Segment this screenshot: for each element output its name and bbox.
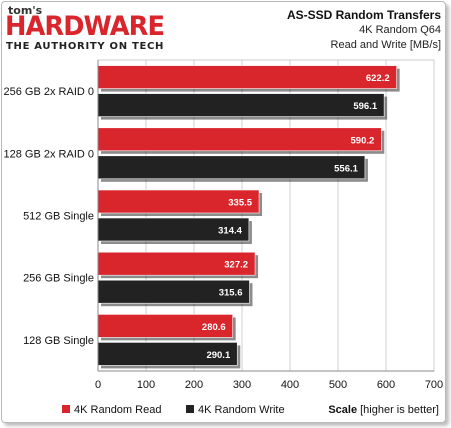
x-tick-label: 600: [377, 379, 395, 391]
bar-read: [97, 65, 397, 89]
legend-swatch-write: [186, 405, 194, 413]
brand-logo: HARDWARE: [5, 11, 165, 42]
data-label: 327.2: [224, 260, 248, 271]
category-label: 128 GB Single: [23, 335, 94, 347]
scale-note: Scale [higher is better]: [328, 404, 439, 416]
legend-label-read: 4K Random Read: [74, 404, 162, 416]
x-tick-label: 300: [233, 379, 251, 391]
data-label: 290.1: [206, 350, 230, 361]
x-tick-label: 200: [185, 379, 203, 391]
data-label: 335.5: [228, 198, 252, 209]
brand-logo-small: tom's: [8, 4, 43, 17]
category-label: 256 GB 2x RAID 0: [4, 86, 95, 98]
data-label: 280.6: [202, 322, 226, 333]
legend-label-write: 4K Random Write: [198, 404, 285, 416]
data-label: 314.4: [218, 226, 242, 237]
chart-title: AS-SSD Random Transfers: [286, 8, 441, 22]
legend-item-read: 4K Random Read: [62, 404, 161, 416]
data-label: 590.2: [351, 135, 375, 146]
category-label: 128 GB 2x RAID 0: [4, 148, 95, 160]
category-label: 256 GB Single: [23, 273, 94, 285]
x-tick-label: 400: [281, 379, 299, 391]
x-axis: 0 100 200 300 400 500 600 700 256 GB 2x RAID 0 12…: [4, 60, 443, 391]
category-label: 512 GB Single: [23, 211, 94, 223]
bars: 622.2 596.1 590.2 556.1 335.5 314.4 327.2 315.6…: [97, 65, 400, 369]
x-tick-label: 0: [95, 379, 101, 391]
bar-write: [97, 155, 366, 180]
chart-unit-label: Read and Write [MB/s]: [330, 39, 441, 51]
data-label: 622.2: [366, 73, 390, 84]
bar-read: [97, 127, 382, 152]
legend-item-write: 4K Random Write: [186, 404, 285, 416]
data-label: 556.1: [334, 163, 358, 174]
brand-tagline: THE AUTHORITY ON TECH: [6, 41, 165, 52]
legend-swatch-read: [62, 405, 70, 413]
x-tick-label: 100: [137, 379, 155, 391]
x-tick-label: 700: [425, 379, 443, 391]
chart-subtitle: 4K Random Q64: [359, 24, 441, 36]
x-tick-label: 500: [329, 379, 347, 391]
scale-note-bold: Scale: [328, 404, 358, 416]
scale-note-rest: [higher is better]: [357, 404, 439, 416]
data-label: 596.1: [353, 101, 377, 112]
data-label: 315.6: [219, 288, 243, 299]
bar-write: [97, 93, 385, 117]
